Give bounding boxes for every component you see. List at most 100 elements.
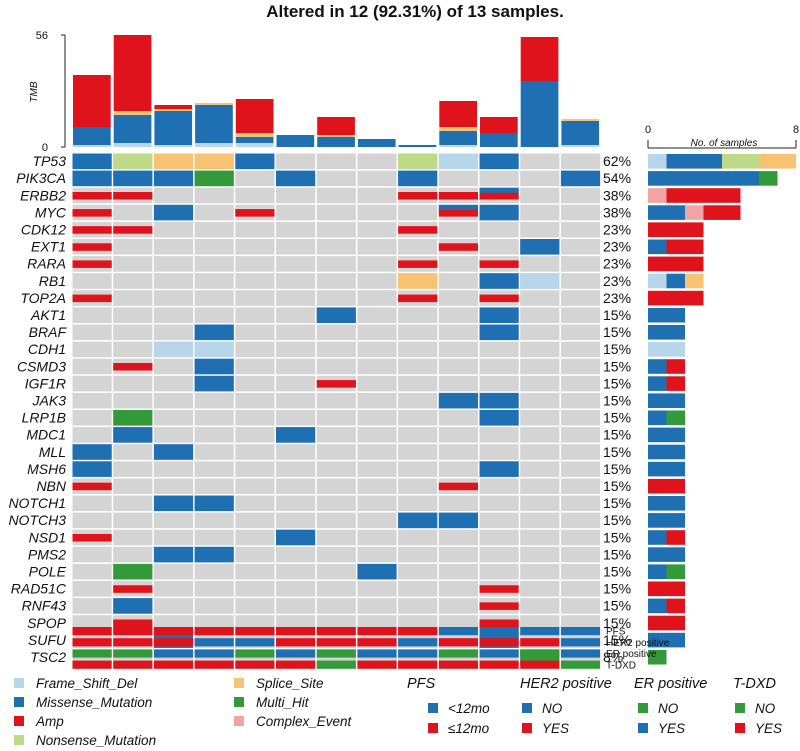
empty-cell <box>276 358 316 375</box>
empty-cell <box>113 512 153 529</box>
samples-bar-missense-mutation <box>648 410 667 426</box>
empty-cell <box>316 495 356 512</box>
gene-percent: 15% <box>603 410 631 426</box>
tmb-bar-missense-mutation <box>235 137 274 143</box>
clinical-cell-t-dxd <box>153 660 194 669</box>
gene-percent: 15% <box>603 598 631 614</box>
clinical-cell-t-dxd <box>357 660 397 669</box>
empty-cell <box>357 512 397 529</box>
empty-cell <box>560 239 601 255</box>
chart-title: Altered in 12 (92.31%) of 13 samples. <box>266 2 564 21</box>
gene-label: AKT1 <box>30 307 66 323</box>
samples-bar-amp <box>666 598 685 614</box>
empty-cell <box>194 478 234 494</box>
gene-percent: 15% <box>603 495 631 511</box>
alteration-missense-mutation <box>438 512 478 529</box>
alteration-missense-mutation <box>72 461 112 477</box>
empty-cell <box>357 170 397 187</box>
legend-swatch-complex-event <box>234 716 244 726</box>
empty-cell <box>398 204 438 221</box>
empty-cell <box>276 375 316 392</box>
empty-cell <box>357 546 397 563</box>
clinical-cell-er-positive <box>153 649 194 658</box>
clinical-cell-pfs <box>398 627 438 636</box>
empty-cell <box>438 427 478 443</box>
empty-cell <box>479 375 519 392</box>
samples-bar-missense-mutation <box>648 393 685 408</box>
clinical-cell-t-dxd <box>520 660 560 669</box>
empty-cell <box>194 461 234 477</box>
empty-cell <box>276 598 316 614</box>
empty-cell <box>72 512 112 529</box>
samples-bar-missense-mutation <box>648 632 685 648</box>
empty-cell <box>276 273 316 289</box>
alteration-missense-mutation <box>479 153 519 170</box>
empty-cell <box>520 563 560 580</box>
empty-cell <box>560 375 601 392</box>
clinical-track-label: ER positive <box>606 649 657 660</box>
tmb-bar-splice-site <box>439 127 477 131</box>
empty-cell <box>560 410 601 426</box>
empty-cell <box>194 187 234 204</box>
empty-cell <box>520 307 560 323</box>
samples-bar-frame-shift-del <box>648 342 685 357</box>
empty-cell <box>276 461 316 477</box>
empty-cell <box>316 170 356 187</box>
clinical-cell-er-positive <box>398 649 438 658</box>
empty-cell <box>520 204 560 221</box>
clinical-cell-her2-positive <box>479 638 519 647</box>
samples-bar-missense-mutation <box>648 461 685 477</box>
alteration-amp <box>398 226 438 234</box>
alteration-multi-hit <box>194 170 234 187</box>
samples-bar-amp <box>666 359 685 374</box>
alteration-missense-mutation <box>153 444 194 460</box>
empty-cell <box>153 375 194 392</box>
alteration-multi-hit <box>113 563 153 580</box>
empty-cell <box>316 341 356 358</box>
clinical-cell-t-dxd <box>72 660 112 669</box>
alteration-missense-mutation <box>194 358 234 375</box>
gene-label: LRP1B <box>22 410 66 426</box>
empty-cell <box>357 358 397 375</box>
empty-cell <box>235 615 275 631</box>
samples-bar-missense-mutation <box>648 171 759 186</box>
empty-cell <box>438 324 478 341</box>
empty-cell <box>357 204 397 221</box>
empty-cell <box>235 221 275 238</box>
alteration-amp <box>113 191 153 200</box>
samples-bar-multi-hit <box>666 410 685 426</box>
empty-cell <box>560 427 601 443</box>
clinical-cell-pfs <box>113 627 153 636</box>
clinical-cell-er-positive <box>194 649 234 658</box>
empty-cell <box>520 341 560 358</box>
legend-swatch <box>428 703 438 713</box>
empty-cell <box>438 529 478 546</box>
empty-cell <box>357 375 397 392</box>
empty-cell <box>398 392 438 409</box>
empty-cell <box>153 324 194 341</box>
clinical-cell-er-positive <box>479 649 519 658</box>
alteration-amp <box>438 243 478 251</box>
gene-percent: 15% <box>603 393 631 409</box>
gene-label: POLE <box>29 564 67 580</box>
alteration-missense-mutation <box>153 495 194 512</box>
samples-bar-splice-site <box>685 273 704 289</box>
empty-cell <box>316 410 356 426</box>
empty-cell <box>479 444 519 460</box>
empty-cell <box>357 256 397 272</box>
empty-cell <box>72 495 112 512</box>
empty-cell <box>113 239 153 255</box>
tmb-bar-frame-shift-del <box>154 145 193 147</box>
empty-cell <box>153 529 194 546</box>
gene-label: RB1 <box>39 273 66 289</box>
samples-bar-missense-mutation <box>648 376 667 391</box>
empty-cell <box>357 341 397 358</box>
tmb-bar-missense-mutation <box>439 131 477 145</box>
empty-cell <box>194 204 234 221</box>
legend-swatch <box>638 723 648 733</box>
clinical-cell-pfs <box>235 627 275 636</box>
gene-label: TP53 <box>33 153 67 169</box>
empty-cell <box>479 546 519 563</box>
empty-cell <box>479 478 519 494</box>
